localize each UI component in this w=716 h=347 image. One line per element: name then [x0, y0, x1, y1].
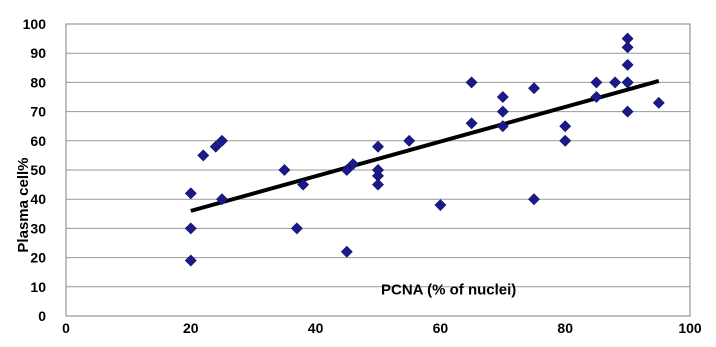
data-point: [209, 140, 222, 153]
data-point: [347, 158, 359, 171]
trendline: [190, 79, 660, 213]
data-point: [372, 140, 384, 153]
y-tick-label: 50: [30, 162, 46, 178]
data-point: [372, 178, 384, 191]
data-point: [528, 193, 540, 206]
data-point: [559, 134, 572, 147]
data-point: [278, 164, 291, 176]
data-point: [184, 254, 197, 267]
data-point: [197, 149, 210, 162]
data-point: [216, 193, 228, 206]
plot-area-frame: [65, 23, 691, 317]
data-point: [528, 82, 540, 95]
data-point: [372, 164, 384, 176]
data-point: [652, 96, 665, 109]
y-tick-label: 70: [30, 104, 46, 120]
y-tick-label: 60: [30, 133, 46, 149]
data-point: [434, 199, 447, 211]
x-tick-label: 80: [557, 320, 573, 336]
y-axis-title: Plasma cell%: [15, 158, 32, 253]
data-point: [609, 76, 622, 89]
y-tick-label: 0: [38, 308, 46, 324]
x-tick-label: 40: [308, 320, 324, 336]
y-tick-label: 80: [30, 74, 46, 90]
data-point: [465, 117, 478, 130]
data-point: [621, 76, 634, 89]
data-point: [216, 134, 228, 147]
y-tick-label: 10: [30, 279, 46, 295]
data-point: [496, 120, 509, 133]
y-tick-label: 100: [23, 16, 47, 32]
data-point: [297, 178, 310, 191]
y-tick-label: 30: [30, 220, 46, 236]
data-point: [621, 58, 634, 71]
data-point: [340, 164, 353, 176]
data-point: [621, 41, 634, 54]
data-points: [184, 32, 665, 267]
x-axis-tick-labels: 0 20 40 60 80 100: [62, 320, 702, 336]
data-point: [290, 222, 303, 235]
y-tick-label: 90: [30, 45, 46, 61]
y-tick-label: 40: [30, 191, 46, 207]
data-point: [559, 120, 572, 133]
x-tick-label: 20: [183, 320, 199, 336]
y-tick-label: 20: [30, 250, 46, 266]
x-tick-label: 60: [433, 320, 449, 336]
data-point: [184, 187, 197, 200]
data-point: [590, 76, 603, 89]
data-point: [621, 105, 634, 118]
data-point: [496, 105, 509, 118]
x-tick-label: 0: [62, 320, 70, 336]
data-point: [184, 222, 197, 235]
x-tick-label: 100: [678, 320, 702, 336]
data-point: [340, 245, 353, 258]
x-axis-title: PCNA (% of nuclei): [381, 282, 516, 299]
data-point: [465, 76, 478, 89]
y-axis-tick-labels: 0 10 20 30 40 50 60 70 80 90 100: [23, 16, 47, 324]
data-point: [403, 134, 416, 147]
data-point: [590, 91, 603, 103]
data-point: [496, 91, 509, 103]
